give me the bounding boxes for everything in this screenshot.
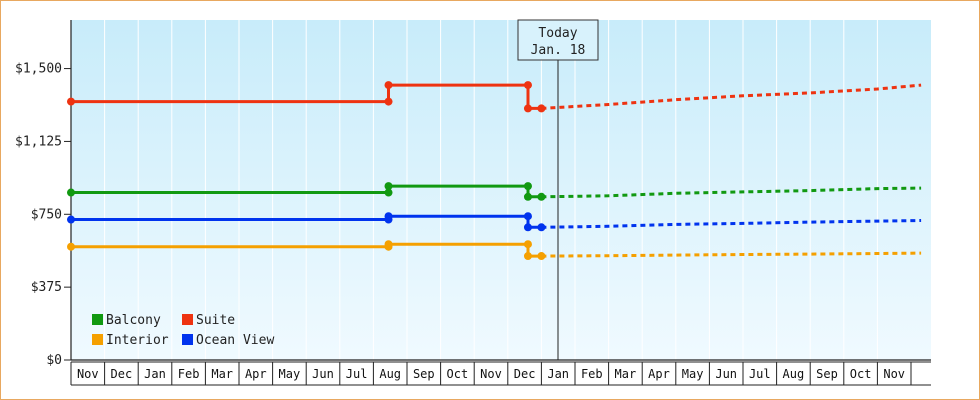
month-label: Mar <box>615 367 637 381</box>
series-forecast-balcony <box>541 186 922 199</box>
month-label: Sep <box>816 367 838 381</box>
y-tick-label: $0 <box>46 353 62 368</box>
month-label: Jul <box>749 367 771 381</box>
month-label: Nov <box>77 367 99 381</box>
data-point <box>523 81 532 90</box>
month-label: Aug <box>379 367 401 381</box>
month-label: May <box>279 367 301 381</box>
legend-swatch-ocean-view <box>182 334 193 345</box>
month-label: Nov <box>480 367 502 381</box>
month-label: Dec <box>111 367 133 381</box>
month-label: Apr <box>648 367 670 381</box>
data-point <box>384 182 393 191</box>
data-point <box>384 240 393 249</box>
month-label: Aug <box>783 367 805 381</box>
data-point <box>537 192 546 201</box>
month-label: Jul <box>346 367 368 381</box>
y-tick-label: $750 <box>31 207 62 222</box>
data-point <box>523 104 532 113</box>
month-label: Oct <box>850 367 872 381</box>
data-point <box>67 97 75 106</box>
data-point <box>384 212 393 221</box>
legend-swatch-suite <box>182 314 193 325</box>
plot-background <box>71 20 931 360</box>
y-tick-label: $375 <box>31 280 62 295</box>
legend: Balcony Suite Interior Ocean View <box>92 313 274 348</box>
data-point <box>537 104 546 113</box>
legend-swatch-balcony <box>92 314 103 325</box>
month-label: Feb <box>178 367 200 381</box>
legend-label-balcony: Balcony <box>106 313 161 328</box>
month-label: May <box>682 367 704 381</box>
month-label: Dec <box>514 367 536 381</box>
series-ocean-view <box>67 212 922 232</box>
series-suite <box>67 81 922 113</box>
month-label: Feb <box>581 367 603 381</box>
series-balcony <box>67 182 922 201</box>
x-axis-months: Nov Dec Jan Feb Mar Apr May Jun Jul Aug Sep Oct Nov D… <box>70 361 931 386</box>
legend-label-interior: Interior <box>106 333 169 348</box>
y-tick-label: $1,125 <box>15 134 62 149</box>
data-point <box>523 223 532 232</box>
data-point <box>537 223 546 232</box>
y-axis-ticks: $0 $375 $750 $1,125 $1,500 <box>15 62 71 368</box>
today-marker: Today Jan. 18 <box>517 19 599 360</box>
legend-swatch-interior <box>92 334 103 345</box>
today-date: Jan. 18 <box>531 43 586 58</box>
month-label: Oct <box>447 367 469 381</box>
data-point <box>384 188 393 197</box>
data-point <box>523 182 532 191</box>
data-point <box>523 212 532 221</box>
series <box>67 81 922 261</box>
data-point <box>67 242 75 251</box>
month-label: Jan <box>144 367 166 381</box>
data-point <box>523 240 532 249</box>
month-label: Jun <box>312 367 334 381</box>
series-forecast-interior <box>541 251 922 258</box>
data-point <box>523 252 532 261</box>
today-box <box>517 19 599 61</box>
data-point <box>537 252 546 261</box>
month-label: Apr <box>245 367 267 381</box>
month-label: Nov <box>883 367 905 381</box>
data-point <box>523 192 532 201</box>
series-forecast-suite <box>541 83 922 110</box>
grid <box>104 20 878 360</box>
month-label: Mar <box>211 367 233 381</box>
series-interior <box>67 240 922 261</box>
data-point <box>384 97 393 106</box>
y-tick-label: $1,500 <box>15 62 62 77</box>
data-point <box>67 215 75 224</box>
today-label: Today <box>538 26 577 41</box>
series-forecast-ocean-view <box>541 219 922 229</box>
data-point <box>67 188 75 197</box>
month-label: Jun <box>715 367 737 381</box>
month-label: Jan <box>547 367 569 381</box>
data-point <box>384 81 393 90</box>
legend-label-ocean-view: Ocean View <box>196 333 274 348</box>
month-label: Sep <box>413 367 435 381</box>
legend-label-suite: Suite <box>196 313 235 328</box>
